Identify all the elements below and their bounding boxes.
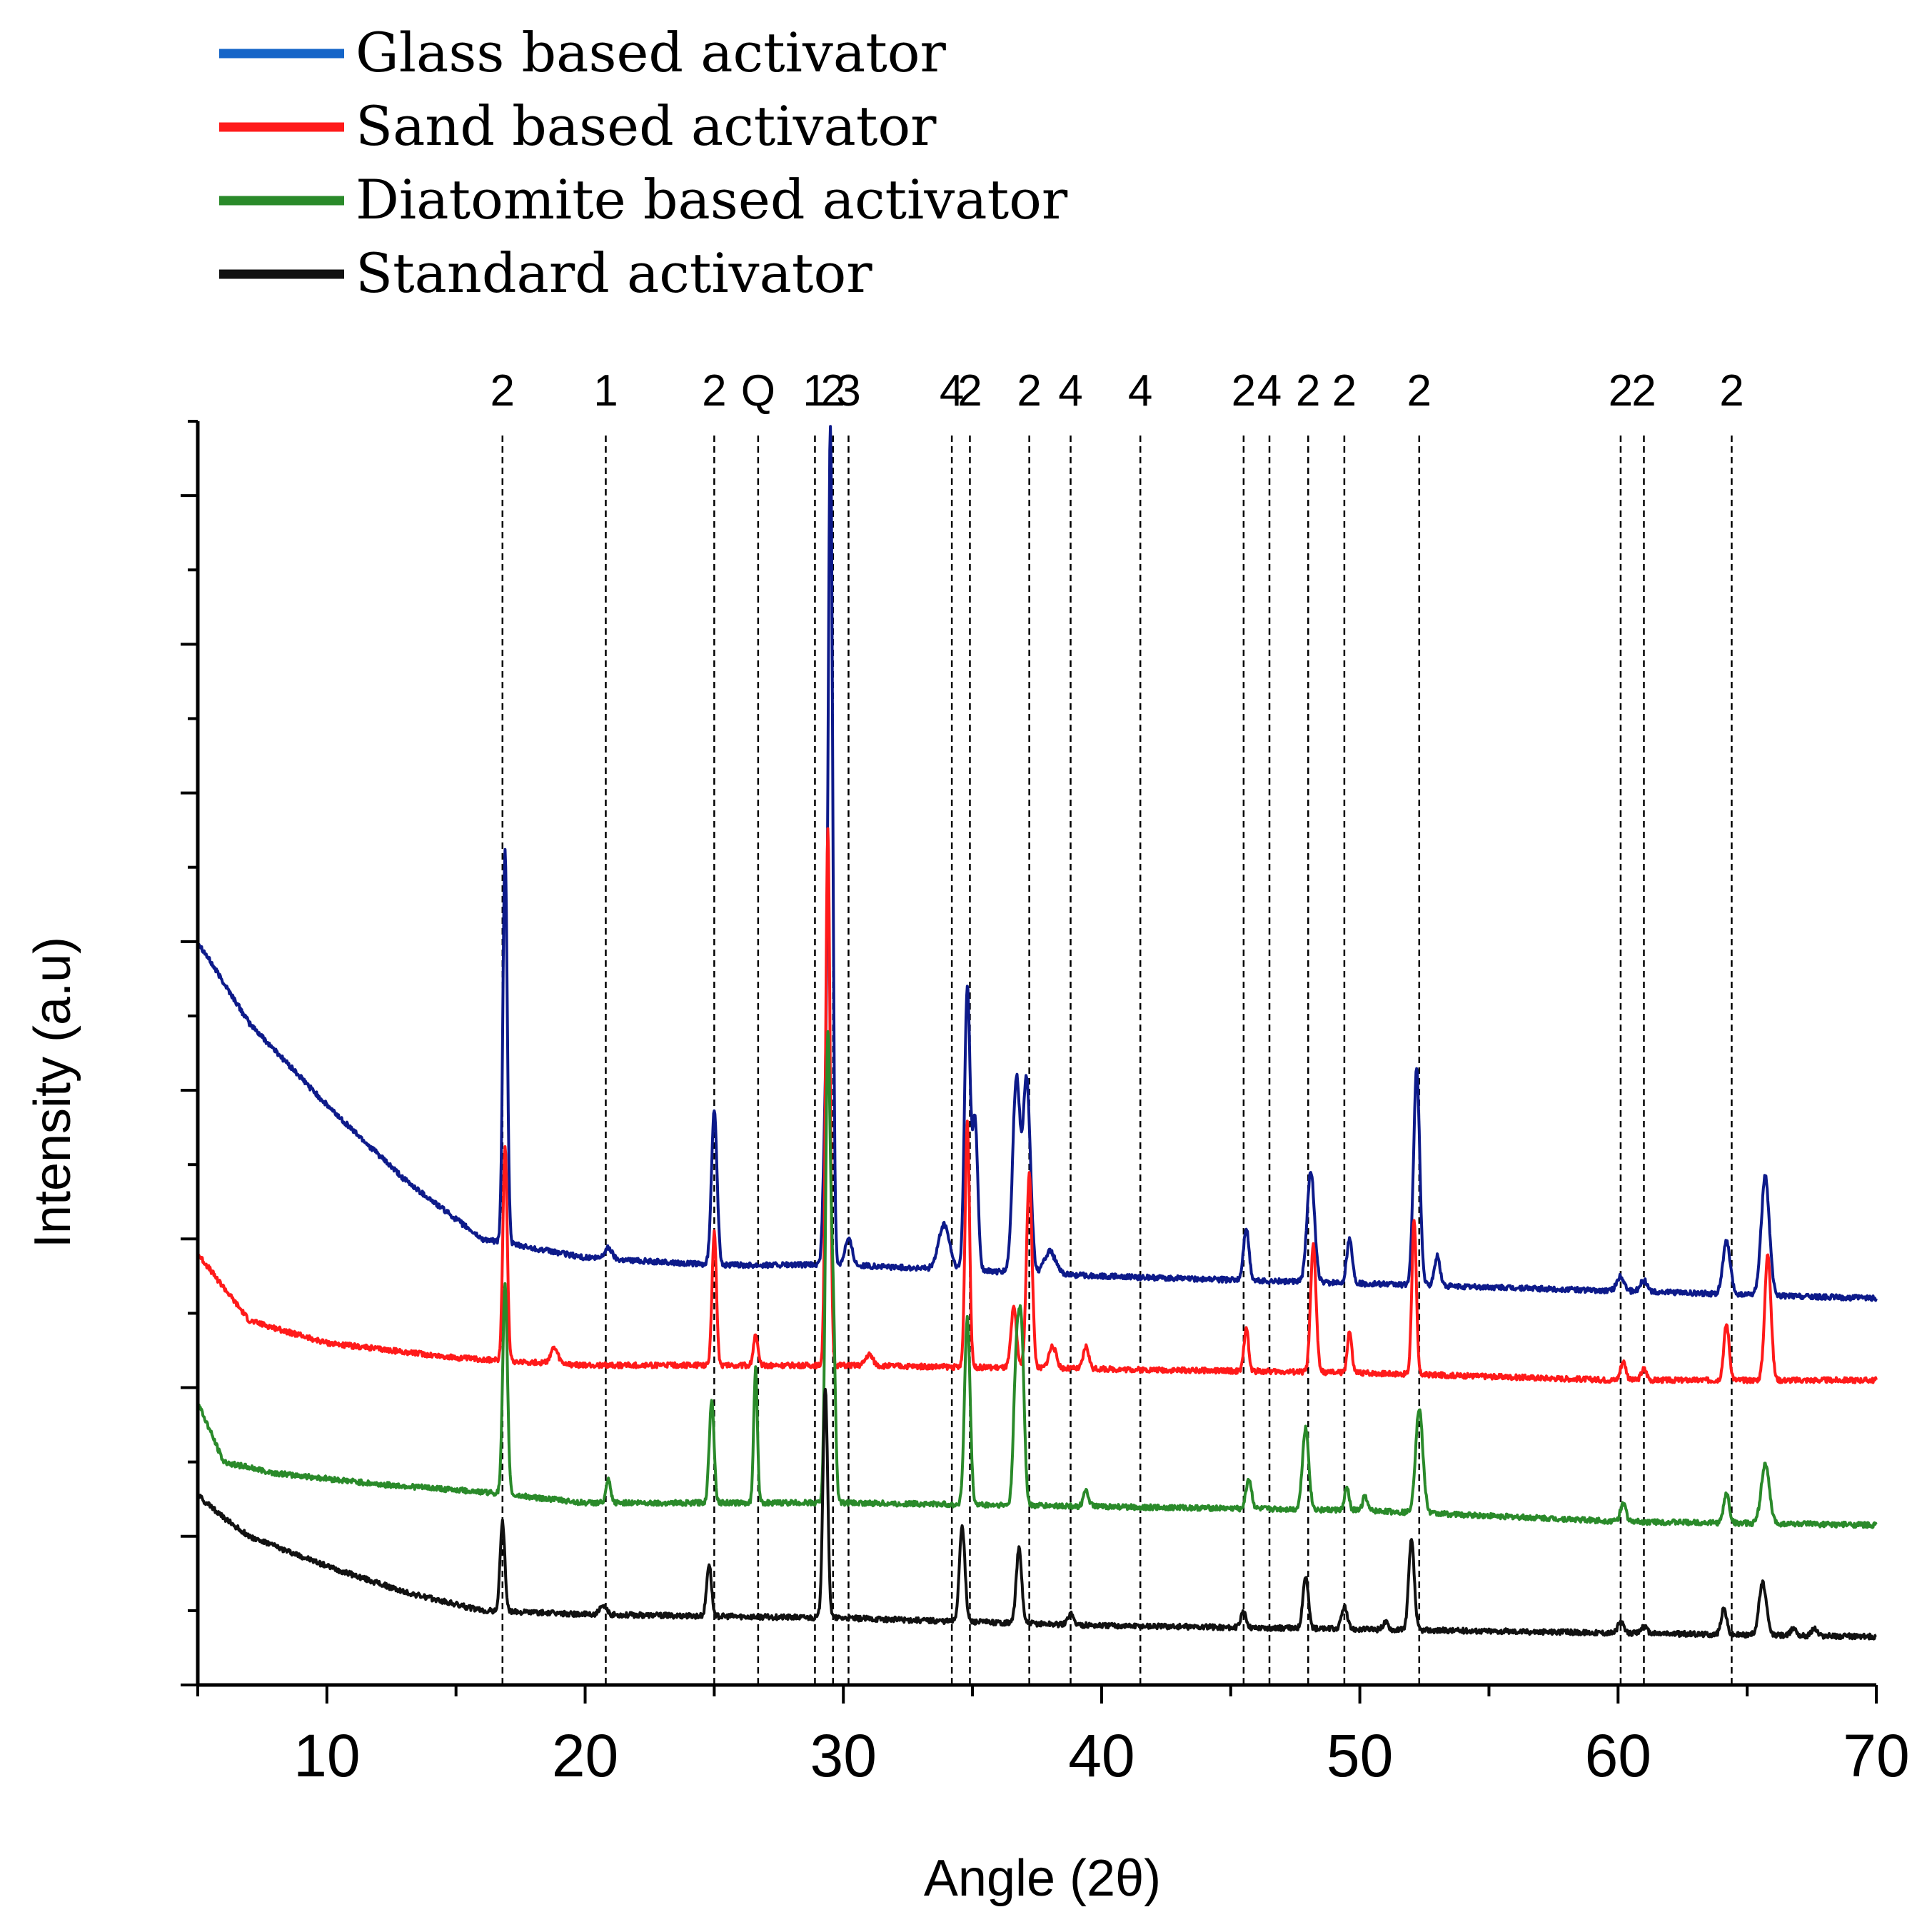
series-line-diatomite <box>196 1030 1878 1529</box>
reference-label: 4 <box>940 366 964 416</box>
legend-label-glass: Glass based activator <box>356 21 947 84</box>
reference-label: 4 <box>1128 366 1152 416</box>
reference-label: 2 <box>957 366 982 416</box>
x-tick-label: 30 <box>810 1722 877 1789</box>
x-ticks: 10 20 30 40 50 60 70 <box>196 1685 1910 1789</box>
x-tick-label: 70 <box>1843 1722 1909 1789</box>
reference-label: 2 <box>490 366 515 416</box>
series-layer <box>196 425 1878 1641</box>
series-line-standard <box>196 1387 1878 1641</box>
series-line-glass <box>196 425 1878 1302</box>
reference-label: 2 <box>1719 366 1744 416</box>
reference-lines: 2 1 2 Q 123 42 2 4 4 2 4 2 2 2 22 2 <box>490 366 1744 1685</box>
reference-label: 4 <box>1058 366 1082 416</box>
reference-label: 1 <box>803 366 827 416</box>
axes <box>196 421 1876 1687</box>
reference-label: 2 <box>1296 366 1320 416</box>
x-tick-label: 20 <box>552 1722 618 1789</box>
x-tick-label: 60 <box>1585 1722 1651 1789</box>
legend: Glass based activator Sand based activato… <box>219 21 1068 305</box>
x-tick-label: 40 <box>1068 1722 1134 1789</box>
reference-label: 2 <box>1609 366 1633 416</box>
series-line-sand <box>196 827 1878 1384</box>
reference-label: 2 <box>1631 366 1656 416</box>
reference-label: Q <box>741 366 775 416</box>
reference-label: 1 <box>593 366 618 416</box>
x-axis-label: Angle (2θ) <box>924 1850 1161 1907</box>
reference-label: 4 <box>1257 366 1282 416</box>
x-tick-label: 50 <box>1327 1722 1393 1789</box>
legend-label-diatomite: Diatomite based activator <box>356 168 1068 231</box>
y-ticks <box>181 420 198 1686</box>
reference-label: 2 <box>1407 366 1432 416</box>
reference-label: 2 <box>702 366 726 416</box>
legend-label-standard: Standard activator <box>356 241 872 305</box>
reference-label: 2 <box>821 366 845 416</box>
reference-label: 2 <box>1332 366 1357 416</box>
reference-label: 2 <box>1232 366 1256 416</box>
y-axis-label: Intensity (a.u) <box>24 937 81 1248</box>
legend-label-sand: Sand based activator <box>356 94 937 158</box>
x-tick-label: 10 <box>293 1722 360 1789</box>
reference-label: 3 <box>836 366 860 416</box>
reference-label: 2 <box>1017 366 1041 416</box>
